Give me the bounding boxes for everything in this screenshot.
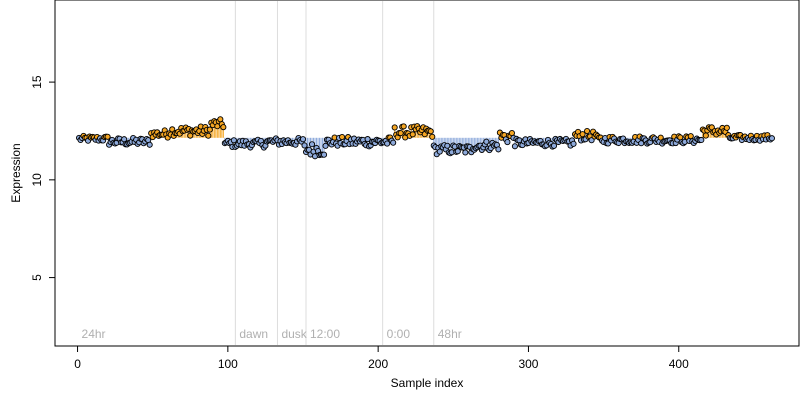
data-point: [384, 140, 391, 147]
y-axis-title: Expression: [9, 143, 23, 202]
data-point: [146, 141, 153, 148]
x-tick-label: 100: [218, 357, 238, 371]
data-point: [299, 136, 307, 143]
data-point: [483, 138, 490, 145]
data-point: [390, 139, 397, 146]
y-tick-label: 15: [30, 75, 44, 89]
data-point: [429, 133, 436, 140]
data-point: [217, 116, 224, 123]
data-point: [687, 133, 694, 140]
data-point: [391, 124, 398, 131]
data-point: [205, 132, 212, 139]
data-point: [206, 126, 213, 133]
x-tick-label: 400: [669, 357, 689, 371]
data-points: [75, 116, 775, 160]
data-point: [400, 123, 407, 130]
phase-label: dawn: [239, 327, 268, 341]
plot-frame: [54, 0, 800, 347]
data-point: [220, 124, 227, 131]
data-point: [702, 132, 709, 139]
data-point: [579, 131, 586, 138]
data-point: [308, 141, 316, 148]
y-tick-label: 5: [30, 274, 44, 281]
data-point: [768, 135, 775, 142]
phase-label: 48hr: [438, 327, 462, 341]
data-point: [230, 137, 237, 144]
x-axis: 0 100 200 300 400: [74, 345, 689, 371]
data-point: [511, 143, 518, 150]
data-point: [504, 139, 511, 146]
data-point: [570, 140, 577, 147]
data-point: [121, 136, 128, 143]
data-point: [723, 124, 730, 131]
x-tick-label: 200: [368, 357, 388, 371]
data-point: [320, 151, 328, 158]
data-point: [104, 133, 111, 140]
data-point: [495, 146, 502, 153]
phase-label: 0:00: [387, 327, 411, 341]
x-axis-title: Sample index: [391, 376, 464, 390]
data-point: [550, 142, 558, 149]
data-point: [462, 149, 469, 156]
y-axis: 5 10 15: [30, 75, 56, 281]
data-point: [584, 127, 591, 135]
data-point: [364, 136, 371, 143]
phase-marker-lines: [234, 1, 435, 345]
phase-marker-labels: 24hr dawn dusk 12:00 0:00 48hr: [82, 327, 462, 341]
data-point: [322, 142, 329, 149]
data-point: [444, 142, 451, 149]
phase-label: 24hr: [82, 327, 106, 341]
data-point: [698, 136, 705, 144]
phase-label: dusk: [281, 327, 307, 341]
y-tick-label: 10: [30, 173, 44, 187]
data-point: [427, 128, 434, 135]
data-point: [339, 133, 346, 141]
data-point: [301, 142, 308, 149]
x-tick-label: 0: [74, 357, 81, 371]
phase-label: 12:00: [310, 327, 340, 341]
data-point: [409, 131, 416, 138]
x-tick-label: 300: [518, 357, 538, 371]
data-point: [397, 130, 404, 137]
data-point: [657, 134, 664, 141]
